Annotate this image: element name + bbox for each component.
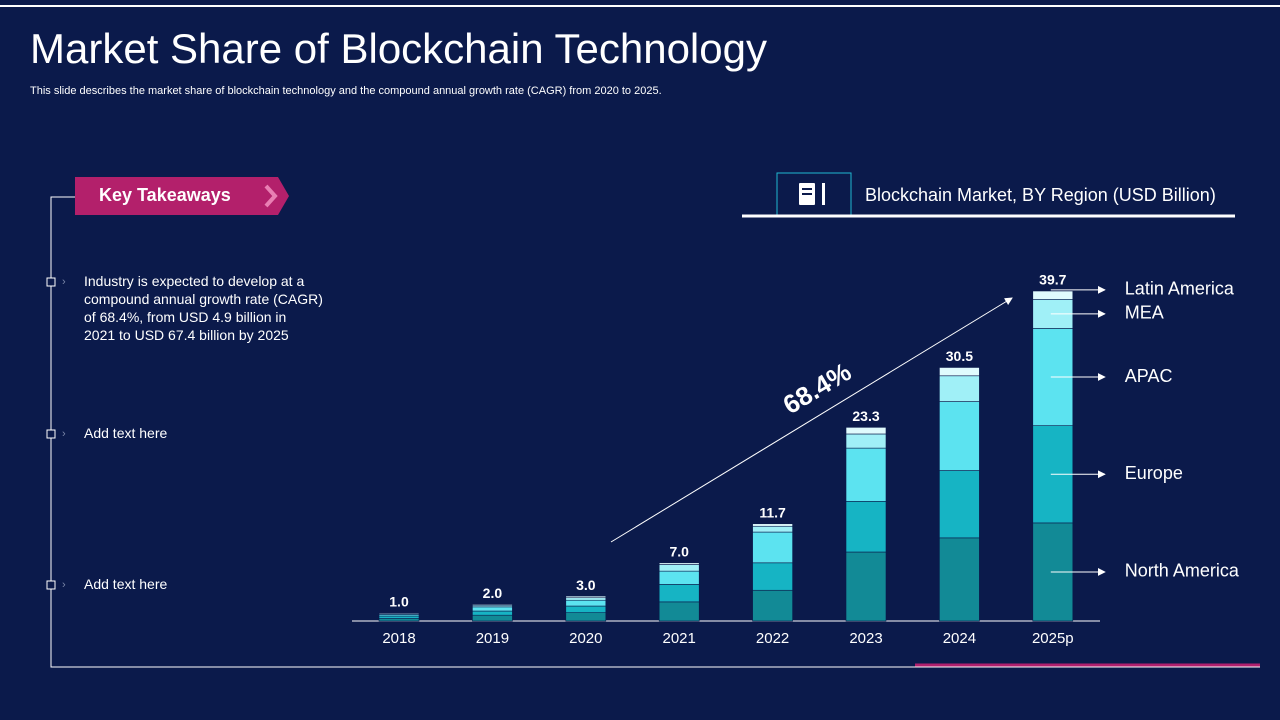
takeaway-point: Add text here <box>84 576 167 592</box>
legend-label: APAC <box>1125 366 1173 386</box>
bar-segment <box>939 401 980 471</box>
takeaway-banner <box>75 177 289 215</box>
bar-segment <box>752 525 793 533</box>
x-tick-label: 2019 <box>476 630 509 647</box>
total-label: 2.0 <box>483 585 503 601</box>
icon <box>799 183 825 205</box>
x-tick-label: 2022 <box>756 630 789 647</box>
x-tick-label: 2021 <box>663 630 696 647</box>
x-tick-label: 2025p <box>1032 630 1074 647</box>
growth-arrow <box>610 297 1013 543</box>
slide-subtitle: This slide describes the market share of… <box>30 85 662 97</box>
bar-segment <box>378 612 420 614</box>
slide-title: Market Share of Blockchain Technology <box>30 25 767 72</box>
total-label: 23.3 <box>852 408 879 424</box>
chart-title: Blockchain Market, BY Region (USD Billio… <box>865 185 1216 205</box>
banner-chevron <box>264 184 278 208</box>
total-label: 1.0 <box>389 593 409 609</box>
bar-segment <box>565 599 607 607</box>
bullet-chevron: › <box>62 276 66 288</box>
x-tick-label: 2023 <box>849 630 882 647</box>
bar-segment <box>565 612 607 622</box>
legend-label: MEA <box>1125 303 1164 323</box>
bar-segment <box>845 447 887 502</box>
total-label: 11.7 <box>759 504 786 520</box>
bar-segment <box>845 501 887 553</box>
bar-segment <box>1032 290 1074 300</box>
bar-segment <box>939 537 980 622</box>
bar-segment <box>378 618 420 622</box>
bar-segment <box>939 367 980 377</box>
bar-segment <box>472 606 513 612</box>
bullet-box <box>46 429 56 439</box>
bullet-chevron: › <box>62 579 66 591</box>
bar-segment <box>939 470 980 539</box>
bar-segment <box>752 531 793 564</box>
bullet-box <box>46 580 56 590</box>
x-tick-label: 2020 <box>569 630 602 647</box>
bar-segment <box>472 610 513 616</box>
total-label: 39.7 <box>1039 272 1066 288</box>
bullet-box <box>46 277 56 287</box>
bar-segment <box>752 562 793 591</box>
bar-segment <box>472 614 513 622</box>
bar-segment <box>939 375 980 402</box>
bar-segment <box>845 551 887 622</box>
total-label: 7.0 <box>669 544 689 560</box>
bar-segment <box>378 615 420 619</box>
bar-segment <box>658 564 700 572</box>
bar-segment <box>472 604 513 606</box>
legend-label: Europe <box>1125 463 1183 483</box>
bar-segment <box>658 562 700 565</box>
bar-segment <box>658 570 700 585</box>
takeaway-heading: Key Takeaways <box>99 185 231 205</box>
bar-segment <box>845 433 887 449</box>
bar-segment <box>752 589 793 622</box>
total-label: 3.0 <box>576 577 596 593</box>
bar-segment <box>565 605 607 613</box>
total-label: 30.5 <box>946 348 973 364</box>
x-tick-label: 2018 <box>382 630 415 647</box>
bar-segment <box>565 595 607 599</box>
takeaway-point: Industry is expected to develop at a comp… <box>84 273 323 343</box>
takeaway-point: Add text here <box>84 425 167 441</box>
bar-segment <box>565 597 607 601</box>
bar-segment <box>658 584 700 603</box>
bar-segment <box>845 427 887 435</box>
x-tick-label: 2024 <box>943 630 976 647</box>
legend-label: North America <box>1125 561 1240 581</box>
bar-segment <box>658 601 700 622</box>
legend-label: Latin America <box>1125 279 1235 299</box>
bar-segment <box>752 523 793 527</box>
bullet-chevron: › <box>62 428 66 440</box>
